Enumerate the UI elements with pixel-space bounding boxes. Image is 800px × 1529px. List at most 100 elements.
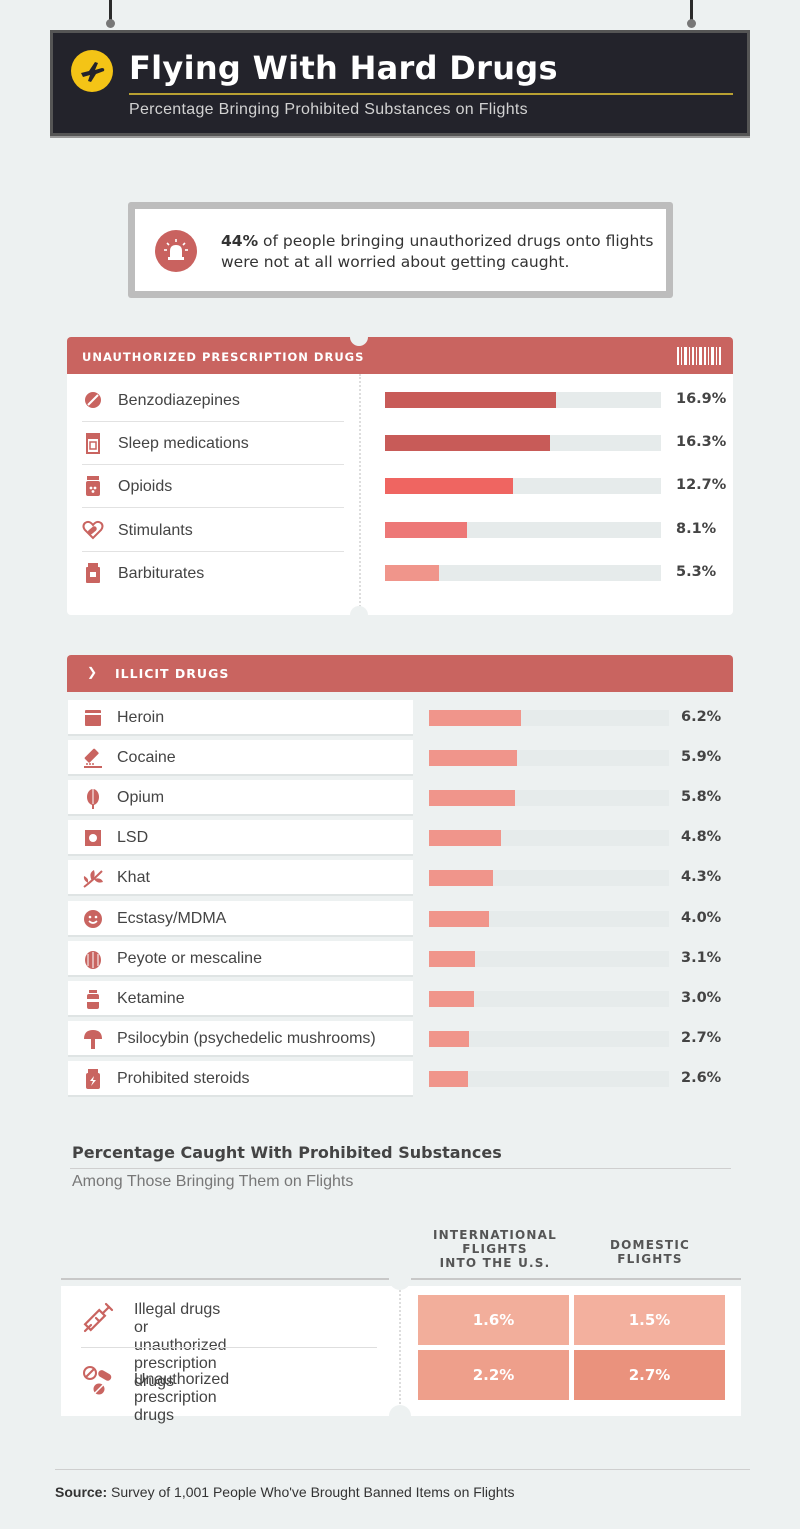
data-label: 16.9% (676, 391, 727, 407)
bar (429, 910, 489, 927)
syringe-icon (83, 1302, 114, 1333)
illicit-row: Prohibited steroids (68, 1060, 413, 1097)
chevron-down-icon: ❯ (87, 665, 98, 679)
vial-icon (87, 989, 99, 1009)
illicit-row: Khat (68, 860, 413, 897)
table-header-rule-left (61, 1278, 389, 1280)
ticket-notch-top (350, 328, 368, 346)
mushroom-icon (84, 1029, 102, 1049)
illicit-row: Heroin (68, 700, 413, 736)
bar (429, 1030, 470, 1047)
row-separator (82, 550, 344, 552)
caught-subtitle: Among Those Bringing Them on Flights (72, 1173, 354, 1190)
bar (385, 521, 467, 538)
hanger-wire-right (687, 0, 696, 28)
bar (429, 830, 501, 847)
data-label: 3.1% (681, 949, 722, 966)
smiley-pill-icon (84, 909, 102, 928)
illicit-label: Ketamine (117, 989, 185, 1007)
bar-track (385, 478, 661, 495)
callout-body: of people bringing unauthorized drugs on… (221, 232, 654, 271)
illicit-label: Peyote or mescaline (117, 949, 262, 967)
prescription-label: Benzodiazepines (118, 392, 240, 409)
illicit-row: LSD (68, 820, 413, 857)
bar (429, 1070, 468, 1087)
prescription-drugs-panel: UNAUTHORIZED PRESCRIPTION DRUGS Benzodia… (67, 337, 733, 615)
column-header-international-line3: INTO THE U.S. (439, 1256, 551, 1270)
table-row-illegal-label-line1: Illegal drugs or unauthorized (134, 1301, 227, 1354)
bar (429, 790, 516, 807)
illicit-panel-header[interactable]: ❯ ILLICIT DRUGS (67, 655, 733, 692)
data-label: 4.3% (681, 869, 722, 886)
panel-divider (359, 374, 361, 615)
table-header-rule-right (411, 1278, 741, 1280)
page-title: Flying With Hard Drugs (129, 49, 558, 87)
table-notch-top (389, 1268, 411, 1290)
source-rule (55, 1469, 750, 1470)
airplane-icon (71, 50, 113, 92)
table-cell: 1.5% (574, 1295, 725, 1345)
prescription-label: Opioids (118, 478, 173, 496)
illicit-label: Cocaine (117, 749, 176, 767)
caught-title-rule (70, 1168, 731, 1169)
capsule-heart-icon (82, 520, 104, 540)
data-label: 2.6% (681, 1069, 722, 1086)
data-label: 5.9% (681, 749, 722, 766)
title-underline (129, 93, 733, 95)
bar (385, 435, 550, 452)
table-cell: 1.6% (418, 1295, 569, 1345)
callout-highlight: 44% (221, 232, 259, 250)
illicit-label: Prohibited steroids (117, 1069, 250, 1087)
no-pill-icon (85, 392, 101, 408)
data-label: 12.7% (676, 477, 727, 494)
bar (429, 870, 494, 887)
bar-track (429, 870, 669, 887)
data-label: 4.8% (681, 829, 722, 846)
illicit-row: Opium (68, 780, 413, 817)
illicit-label: Psilocybin (psychedelic mushrooms) (117, 1029, 376, 1047)
data-label: 6.2% (681, 709, 722, 725)
bar-track (429, 830, 669, 847)
bar (385, 564, 439, 581)
medicine-bottle-icon (86, 562, 100, 583)
table-cell: 2.7% (574, 1350, 725, 1400)
pill-bottle-icon (86, 433, 100, 455)
blotter-icon (85, 830, 101, 847)
bar-track (429, 710, 669, 726)
pill-jar-icon (86, 476, 100, 497)
column-header-international-line2: FLIGHTS (462, 1242, 528, 1256)
bar (429, 990, 474, 1007)
header-sign: Flying With Hard Drugs Percentage Bringi… (50, 30, 750, 136)
table-cell: 2.2% (418, 1350, 569, 1400)
stat-callout: 44% of people bringing unauthorized drug… (128, 202, 673, 298)
razor-line-icon (84, 748, 102, 769)
data-label: 5.3% (676, 563, 717, 580)
page-subtitle: Percentage Bringing Prohibited Substance… (129, 101, 528, 118)
table-notch-bottom (389, 1405, 411, 1427)
bar-track (429, 910, 669, 927)
table-row-prescription-label: Unauthorized prescription drugs (134, 1371, 230, 1424)
table-row-illegal-label-line2: prescription drugs (134, 1355, 217, 1390)
data-label: 3.0% (681, 989, 722, 1006)
column-header-domestic: DOMESTIC FLIGHTS (590, 1238, 710, 1266)
bar-track (385, 521, 661, 538)
illicit-label: Opium (117, 789, 165, 807)
bar-track (385, 392, 661, 408)
caught-title: Percentage Caught With Prohibited Substa… (72, 1143, 502, 1162)
bar-track (429, 950, 669, 967)
illicit-row: Peyote or mescaline (68, 940, 413, 977)
illicit-row: Cocaine (68, 740, 413, 777)
column-header-domestic-line1: DOMESTIC (609, 1238, 690, 1252)
data-label: 16.3% (676, 434, 727, 451)
bar-track (429, 1070, 669, 1087)
data-label: 4.0% (681, 909, 722, 926)
illicit-label: LSD (117, 829, 149, 847)
baggie-icon (85, 710, 101, 726)
row-separator (82, 421, 344, 422)
source-label: Source: (55, 1484, 108, 1500)
prescription-label: Barbiturates (118, 564, 205, 582)
bar (385, 392, 556, 408)
bar-track (429, 990, 669, 1007)
hanger-wire-left (106, 0, 115, 28)
prescription-panel-title: UNAUTHORIZED PRESCRIPTION DRUGS (82, 350, 365, 364)
